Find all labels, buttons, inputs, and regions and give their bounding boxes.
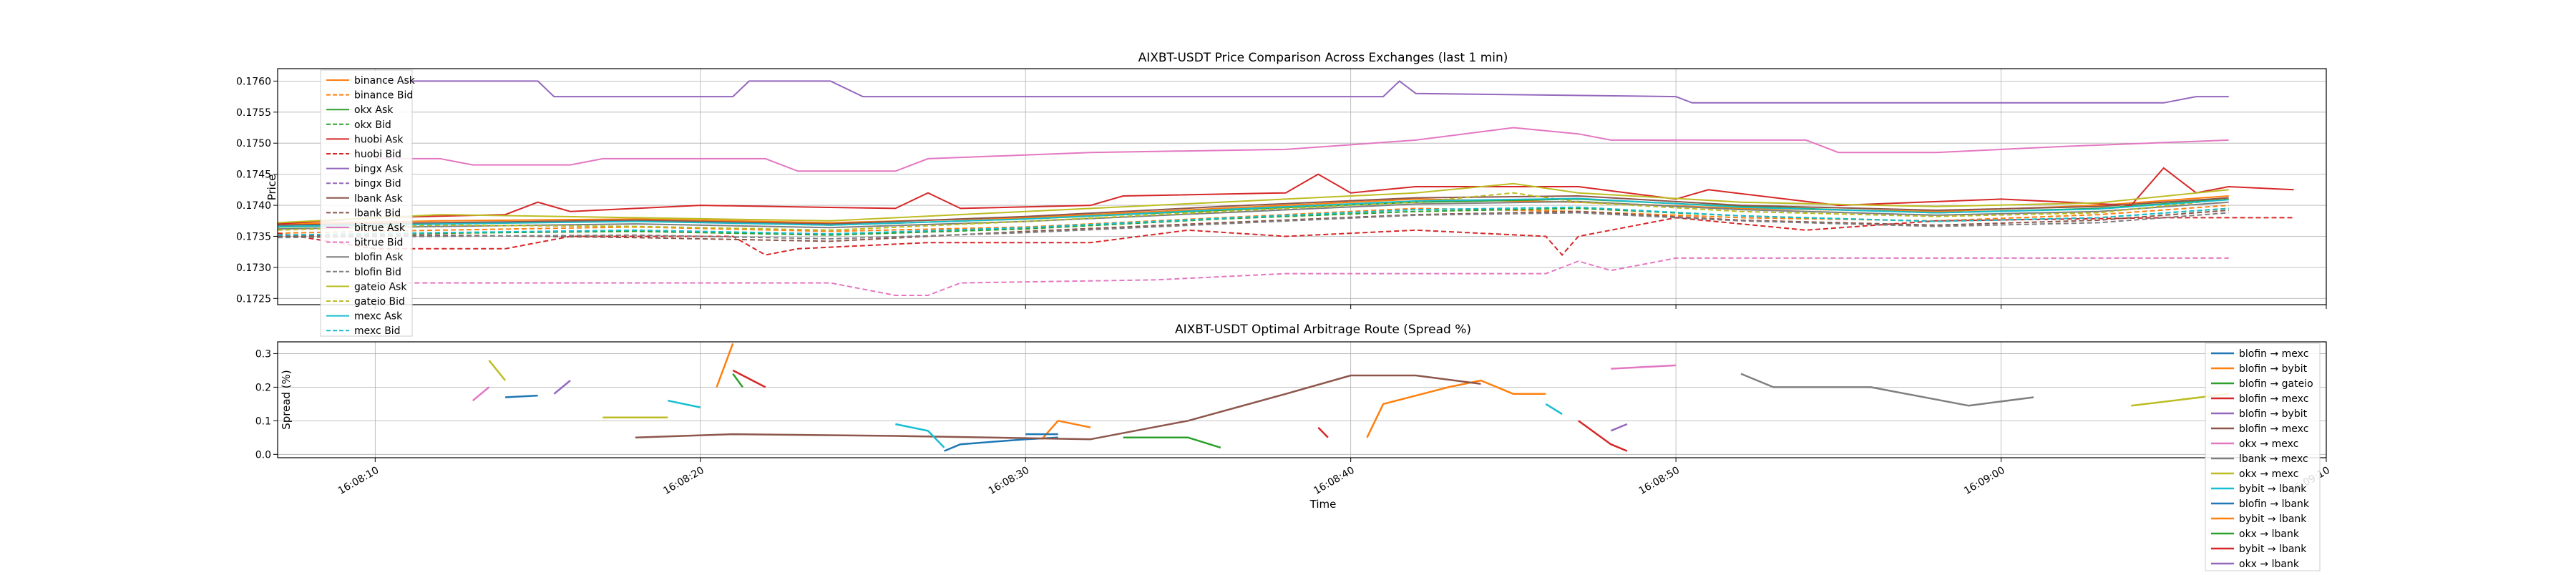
price-chart-title: AIXBT-USDT Price Comparison Across Excha… <box>1138 51 1508 65</box>
price-chart-y-ticks: 0.1725 0.1730 0.1735 0.1740 0.1745 0.1750 0.17… <box>236 76 278 305</box>
price-chart-frame <box>277 68 2327 305</box>
price-series-line <box>277 195 2229 226</box>
spread-chart-grid <box>278 342 2327 458</box>
spread-legend-label: okx → mexc <box>2239 468 2298 480</box>
price-legend-label: bitrue Bid <box>354 237 403 249</box>
price-legend-box <box>320 69 413 337</box>
spread-route-line <box>505 394 538 398</box>
price-series-line <box>277 182 2229 224</box>
spread-legend-label: bybit → lbank <box>2239 513 2307 525</box>
price-series-line <box>277 217 2294 257</box>
spread-chart-ylabel: Spread (%) <box>280 370 293 430</box>
spread-chart-xlabel: Time <box>1309 498 1337 511</box>
price-series-line <box>277 212 2229 240</box>
price-legend-label: binance Bid <box>354 90 413 102</box>
price-series-line <box>277 197 2229 227</box>
price-series-line <box>277 195 2229 225</box>
spread-y-tick-label: 0.0 <box>255 449 271 461</box>
price-series-line <box>375 257 2229 296</box>
spread-legend-label: blofin → bybit <box>2239 363 2308 375</box>
spread-legend-label: lbank → mexc <box>2239 453 2308 465</box>
price-legend-label: mexc Bid <box>354 325 401 337</box>
spread-legend-label: okx → mexc <box>2239 438 2298 450</box>
spread-route-line <box>472 386 490 402</box>
price-legend-label: mexc Ask <box>354 311 403 323</box>
price-legend-label: bitrue Ask <box>354 222 406 234</box>
spread-y-tick-label: 0.2 <box>255 382 271 393</box>
spread-chart-y-ticks: 0.0 0.1 0.2 0.3 <box>255 348 278 461</box>
spread-route-line <box>1317 426 1329 438</box>
price-y-tick-label: 0.1750 <box>236 138 271 149</box>
price-y-tick-label: 0.1760 <box>236 76 271 87</box>
price-legend-label: bingx Bid <box>354 178 401 190</box>
price-y-tick-label: 0.1745 <box>236 169 271 181</box>
spread-route-line <box>635 374 1481 441</box>
spread-legend-label: blofin → mexc <box>2239 348 2308 360</box>
price-y-tick-label: 0.1740 <box>236 200 271 212</box>
price-series-line <box>277 192 2229 231</box>
price-y-tick-label: 0.1735 <box>236 231 271 242</box>
spread-legend-label: blofin → bybit <box>2239 408 2308 420</box>
spread-legend-label: blofin → lbank <box>2239 498 2310 510</box>
price-legend-label: bingx Ask <box>354 164 404 175</box>
spread-route-line <box>1610 423 1628 432</box>
price-legend-label: lbank Ask <box>354 193 404 205</box>
price-legend-label: lbank Bid <box>354 207 401 219</box>
spread-legend-label: bybit → lbank <box>2239 483 2307 495</box>
price-y-tick-label: 0.1755 <box>236 107 271 119</box>
price-series-line <box>277 210 2229 242</box>
spread-route-line <box>732 369 766 388</box>
spread-legend-label: blofin → gateio <box>2239 378 2313 390</box>
price-series-line <box>277 167 2294 225</box>
spread-chart-lines <box>472 343 2229 452</box>
spread-route-line <box>1366 379 1546 438</box>
spread-route-line <box>1123 436 1221 449</box>
spread-route-line <box>1611 364 1677 370</box>
spread-route-line <box>1040 420 1091 441</box>
price-legend-label: huobi Ask <box>354 134 404 145</box>
price-series-line <box>277 206 2229 236</box>
spread-legend-label: okx → lbank <box>2239 529 2300 540</box>
spread-y-tick-label: 0.3 <box>255 348 271 360</box>
price-chart: AIXBT-USDT Price Comparison Across Excha… <box>236 51 2327 337</box>
spread-route-line <box>1545 403 1563 416</box>
price-series-line <box>375 127 2229 172</box>
spread-chart-title: AIXBT-USDT Optimal Arbitrage Route (Spre… <box>1175 323 1471 337</box>
price-legend-label: blofin Bid <box>354 267 401 278</box>
spread-route-line <box>1740 373 2034 407</box>
price-series-line <box>277 200 2229 230</box>
price-legend-label: okx Bid <box>354 119 391 131</box>
spread-chart-frame <box>277 341 2327 458</box>
spread-legend-label: bybit → lbank <box>2239 544 2307 555</box>
spread-route-line <box>668 399 701 408</box>
price-legend-label: binance Ask <box>354 75 416 87</box>
price-series-line <box>375 80 2229 104</box>
price-series-line <box>277 205 2229 235</box>
price-legend-label: okx Ask <box>354 104 394 116</box>
spread-route-line <box>895 423 945 448</box>
price-chart-legend: binance Ask binance Bid okx Ask okx Bid huob… <box>320 69 416 337</box>
price-chart-lines <box>277 80 2294 296</box>
spread-route-line <box>488 360 507 381</box>
price-legend-label: blofin Ask <box>354 252 404 263</box>
price-legend-label: gateio Bid <box>354 296 405 308</box>
spread-legend-label: blofin → mexc <box>2239 393 2308 405</box>
price-legend-label: gateio Ask <box>354 281 407 293</box>
spread-chart-legend: blofin → mexc blofin → bybit blofin → gate… <box>2205 343 2321 571</box>
spread-route-line <box>553 380 571 395</box>
price-chart-ylabel: Price <box>265 175 278 201</box>
spread-y-tick-label: 0.1 <box>255 416 271 427</box>
price-legend-label: huobi Bid <box>354 149 401 160</box>
price-y-tick-label: 0.1730 <box>236 262 271 274</box>
spread-legend-label: blofin → mexc <box>2239 423 2308 435</box>
spread-route-line <box>1578 420 1628 452</box>
spread-legend-label: okx → lbank <box>2239 559 2300 570</box>
spread-route-line <box>716 343 734 388</box>
spread-route-line <box>732 373 743 388</box>
price-y-tick-label: 0.1725 <box>236 293 271 305</box>
